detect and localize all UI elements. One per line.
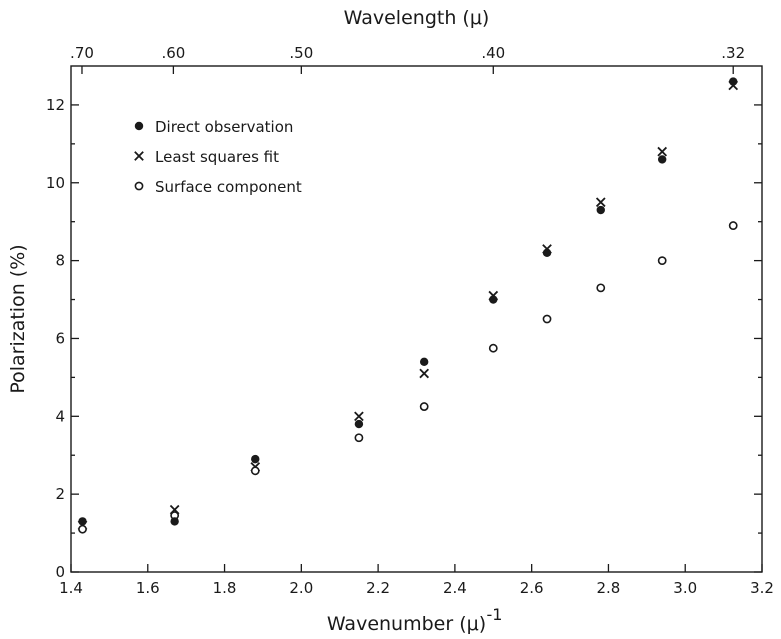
top-axis-title: Wavelength (μ) [344, 7, 490, 29]
y-tick-label: 0 [55, 563, 65, 581]
legend-label: Direct observation [155, 118, 293, 136]
least-squares-fit-point [657, 146, 668, 157]
x-tick-label: 2.8 [597, 579, 621, 597]
plot-frame [70, 65, 763, 573]
legend-label: Least squares fit [155, 148, 279, 166]
direct-observation-point [354, 419, 364, 429]
legend-marker-direct-observation [134, 121, 144, 131]
x-tick-label: 2.2 [366, 579, 390, 597]
least-squares-fit-point [595, 197, 606, 208]
x-tick-label: 2.0 [289, 579, 313, 597]
x-tick-label: 1.6 [136, 579, 160, 597]
surface-component-point [419, 402, 429, 411]
direct-observation-point [542, 248, 552, 258]
direct-observation-point [251, 454, 260, 464]
y-axis-title: Polarization (%) [7, 244, 29, 393]
direct-observation-point [729, 77, 738, 86]
direct-observation-point [78, 517, 87, 526]
x-axis-top: .70 .60 .50 .40 .32 [70, 44, 745, 74]
direct-observation-point [596, 205, 605, 215]
y-tick-label: 12 [46, 96, 65, 114]
x-axis-bottom: 1.4 1.6 1.8 2.0 2.2 2.4 2.6 2.8 3.0 3.2 [59, 564, 774, 597]
y-tick-label: 4 [55, 407, 65, 425]
surface-component-point [542, 314, 552, 324]
surface-component-point [657, 256, 667, 266]
surface-component-point [596, 283, 606, 293]
surface-component-point [250, 466, 260, 476]
direct-observation-point [657, 155, 667, 164]
bottom-axis-title-group: Wavenumber (μ) -1 [327, 605, 503, 635]
y-tick-label: 6 [55, 329, 65, 347]
data-marks [77, 77, 739, 534]
x-tick-label: 2.6 [520, 579, 544, 597]
x2-tick-label: .70 [70, 44, 94, 62]
legend-marker-surface-component [134, 181, 144, 191]
y-tick-label: 8 [55, 252, 65, 270]
y-tick-label: 10 [46, 174, 65, 192]
x-tick-label: 2.4 [443, 579, 467, 597]
surface-component-point [728, 221, 738, 230]
x-tick-label: 1.8 [213, 579, 237, 597]
direct-observation-point [170, 517, 179, 526]
bottom-axis-title-exponent: -1 [487, 605, 503, 624]
x-tick-label: 3.2 [750, 579, 774, 597]
y-tick-label: 2 [55, 485, 65, 503]
x-tick-label: 1.4 [59, 579, 83, 597]
y-axis: 0 2 4 6 8 10 12 [46, 96, 762, 581]
x2-tick-label: .40 [481, 44, 505, 62]
bottom-axis-title: Wavenumber (μ) [327, 613, 486, 635]
legend-marker-least-squares-fit [134, 151, 144, 161]
legend: Direct observation Least squares fit Surfa… [134, 118, 302, 196]
x-tick-label: 3.0 [673, 579, 697, 597]
direct-observation-point [489, 295, 498, 304]
least-squares-fit-point [354, 411, 364, 422]
surface-component-point [488, 343, 498, 353]
surface-component-point [354, 433, 364, 443]
x2-tick-label: .60 [161, 44, 185, 62]
x2-tick-label: .32 [721, 44, 745, 62]
x2-tick-label: .50 [289, 44, 313, 62]
direct-observation-point [419, 357, 429, 367]
legend-label: Surface component [155, 178, 302, 196]
surface-component-point [78, 524, 87, 534]
least-squares-fit-point [419, 368, 430, 379]
